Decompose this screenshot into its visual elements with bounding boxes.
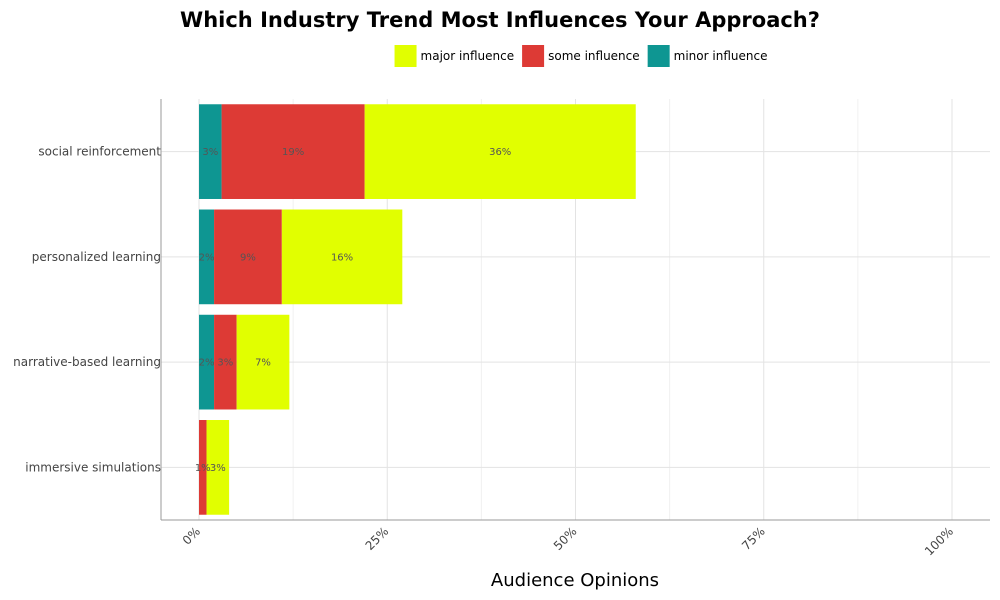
y-category-label: social reinforcement <box>38 145 161 159</box>
data-label: 3% <box>217 358 233 369</box>
legend-label: major influence <box>421 49 515 63</box>
legend-swatch <box>522 45 545 67</box>
bar-segment <box>199 104 222 199</box>
data-label: 2% <box>199 358 215 369</box>
data-label: 19% <box>282 147 304 158</box>
x-tick-label: 50% <box>551 524 580 553</box>
x-tick-label: 100% <box>922 524 956 558</box>
y-category-label: personalized learning <box>32 250 161 264</box>
data-label: 2% <box>199 252 215 263</box>
legend-label: some influence <box>548 49 640 63</box>
data-label: 3% <box>210 463 226 474</box>
legend-swatch <box>647 45 670 67</box>
chart-title: Which Industry Trend Most Influences You… <box>180 8 820 32</box>
legend: major influence some influence minor influ… <box>394 45 768 67</box>
data-label: 9% <box>240 252 256 263</box>
data-label: 36% <box>489 147 511 158</box>
y-category-label: immersive simulations <box>25 460 161 474</box>
bar-segment <box>281 209 403 305</box>
bar-segment <box>364 104 636 199</box>
bar-segment <box>199 209 215 305</box>
bar-segment <box>206 420 230 515</box>
legend-swatch <box>394 45 417 67</box>
bars <box>199 104 636 515</box>
data-label: 16% <box>331 252 353 263</box>
bar-segment <box>221 104 365 199</box>
x-tick-label: 75% <box>739 524 768 553</box>
bar-segment <box>214 209 282 305</box>
data-label: 3% <box>202 147 218 158</box>
data-label: 1% <box>195 463 211 474</box>
bar-segment <box>214 314 237 410</box>
bar-segment <box>199 420 207 515</box>
x-tick-label: 0% <box>180 524 203 547</box>
y-category-label: narrative-based learning <box>13 355 161 369</box>
bar-segment <box>236 314 290 410</box>
data-label: 7% <box>255 358 271 369</box>
bar-segment <box>199 314 215 410</box>
legend-label: minor influence <box>674 49 768 63</box>
data-labels: 3% 19% 36%2% 9% 16%2% 3% 7%1% 3% <box>195 147 511 474</box>
x-tick-label: 25% <box>363 524 392 553</box>
x-axis-label: Audience Opinions <box>491 570 659 591</box>
